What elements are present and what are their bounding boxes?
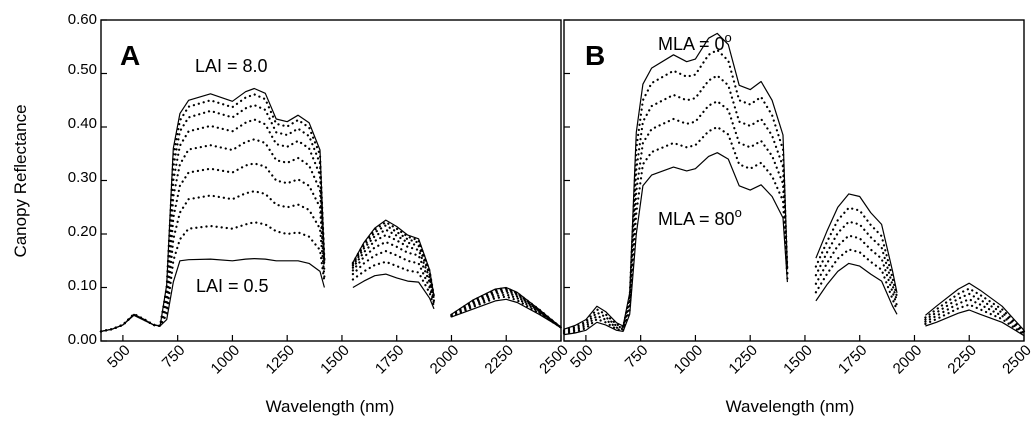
panel-a-series-line <box>352 273 435 310</box>
x-tick-label: 750 <box>159 342 189 372</box>
panel-b-letter: B <box>585 40 605 71</box>
panel-b-annotation-bottom-text: MLA = 80 <box>658 209 735 229</box>
y-axis-label: Canopy Reflectance <box>11 104 30 257</box>
panel-a-series-line <box>99 93 326 333</box>
x-tick-label: 1000 <box>208 342 244 378</box>
panel-b-series-line <box>924 298 1026 335</box>
y-tick-label: 0.60 <box>68 11 97 28</box>
x-tick-label: 2000 <box>427 342 463 378</box>
panel-b-series-line <box>925 282 1025 331</box>
panel-b-series-line <box>815 262 898 315</box>
x-tick-label: 1500 <box>317 342 353 378</box>
panel-b-series-line <box>814 234 899 307</box>
panel-a-series-line <box>451 298 562 329</box>
panel-b-series-line <box>924 303 1026 336</box>
x-tick-label: 2500 <box>999 342 1034 378</box>
x-tick-label: 2250 <box>481 342 517 378</box>
panel-a: 500 750 1000 1250 1500 1750 2000 2250 2500 A LAI… <box>99 19 572 416</box>
panel-b-annotation-top: MLA = 0o <box>658 30 732 54</box>
panel-b-frame <box>563 19 1025 342</box>
y-tick-label: 0.10 <box>68 277 97 294</box>
panel-a-series-line <box>450 286 563 329</box>
panel-a-series-line <box>450 289 563 329</box>
panel-a-annotation-top: LAI = 8.0 <box>195 56 268 76</box>
panel-a-series-line <box>451 286 562 329</box>
y-tick-label: 0.00 <box>68 331 97 348</box>
panel-b-series-line <box>562 125 789 335</box>
panel-b-series-line <box>562 74 789 333</box>
panel-b-series-line <box>562 48 789 332</box>
panel-b-series-line <box>925 309 1025 337</box>
panel-b: 500 750 1000 1250 1500 1750 2000 2250 2500 B MLA… <box>562 19 1034 416</box>
panel-a-series-line <box>450 291 563 329</box>
x-tick-label: 1250 <box>262 342 298 378</box>
panel-a-series-line <box>99 118 326 333</box>
y-tick-labels: 0.00 0.10 0.20 0.30 0.40 0.50 0.60 <box>68 11 97 348</box>
panel-b-x-tick-labels: 500 750 1000 1250 1500 1750 2000 2250 2500 <box>567 342 1034 378</box>
panel-a-series-line <box>351 221 436 298</box>
panel-b-annotation-top-degree: o <box>725 30 732 45</box>
x-tick-label: 1750 <box>835 342 871 378</box>
x-tick-label: 1500 <box>780 342 816 378</box>
y-tick-label: 0.50 <box>68 61 97 78</box>
panel-b-x-axis-label: Wavelength (nm) <box>726 397 855 416</box>
panel-a-ticks <box>101 19 562 342</box>
x-tick-label: 500 <box>567 342 597 372</box>
panel-a-series-line <box>450 287 563 329</box>
panel-b-series-line <box>924 287 1026 333</box>
y-tick-label: 0.20 <box>68 223 97 240</box>
panel-a-series-line <box>100 87 325 332</box>
panel-a-x-tick-labels: 500 750 1000 1250 1500 1750 2000 2250 2500 <box>104 342 572 378</box>
panel-a-series-line <box>450 295 563 329</box>
panel-b-series-line <box>563 152 788 336</box>
x-tick-label: 1000 <box>671 342 707 378</box>
panel-a-series-line <box>99 190 326 333</box>
y-tick-label: 0.30 <box>68 169 97 186</box>
panel-a-series-line <box>351 234 436 301</box>
panel-a-series-line <box>99 138 326 333</box>
panel-a-series-line <box>450 288 563 329</box>
panel-b-series-line <box>814 206 899 299</box>
x-tick-label: 500 <box>104 342 134 372</box>
panel-b-series <box>562 32 1026 337</box>
x-tick-label: 750 <box>622 342 652 372</box>
panel-b-series-line <box>563 32 788 330</box>
panel-a-series <box>99 87 563 333</box>
panel-a-x-axis-label: Wavelength (nm) <box>266 397 395 416</box>
panel-b-annotation-bottom: MLA = 80o <box>658 205 742 229</box>
panel-a-series-line <box>352 219 435 297</box>
panel-a-series-line <box>99 162 326 333</box>
x-tick-label: 2250 <box>944 342 980 378</box>
panel-b-annotation-bottom-degree: o <box>735 205 742 220</box>
panel-b-series-line <box>814 248 899 312</box>
panel-a-series-line <box>351 260 436 308</box>
panel-a-series-line <box>450 293 563 329</box>
x-tick-label: 1250 <box>725 342 761 378</box>
panel-b-series-line <box>815 193 898 294</box>
panel-a-series-line <box>99 104 326 333</box>
x-tick-label: 1750 <box>372 342 408 378</box>
panel-a-series-line <box>351 250 436 305</box>
x-tick-label: 2000 <box>890 342 926 378</box>
panel-a-series-line <box>351 240 436 302</box>
panel-a-letter: A <box>120 40 140 71</box>
panel-b-series-line <box>924 292 1026 334</box>
panel-b-series-line <box>814 220 899 303</box>
panel-b-series-line <box>562 100 789 334</box>
panel-a-series-line <box>100 258 325 332</box>
panel-b-ticks <box>564 19 1025 342</box>
panel-b-annotation-top-text: MLA = 0 <box>658 34 725 54</box>
panel-a-annotation-bottom: LAI = 0.5 <box>196 276 269 296</box>
y-tick-label: 0.40 <box>68 115 97 132</box>
